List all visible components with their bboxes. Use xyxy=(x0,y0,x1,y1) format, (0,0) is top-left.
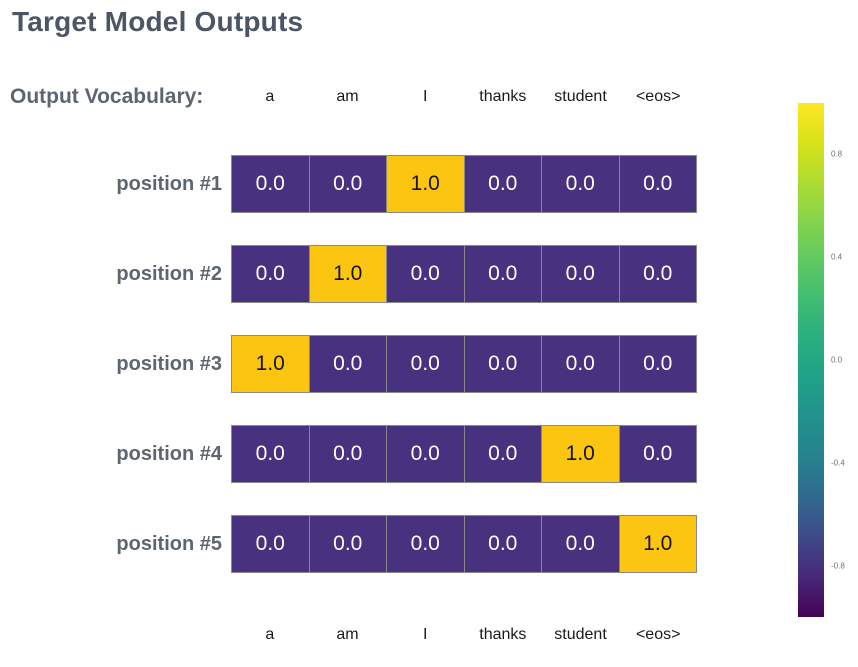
colorbar-tick-label: -0.4 xyxy=(831,458,845,468)
vocab-header-label: Output Vocabulary: xyxy=(10,85,204,108)
colorbar-tick-label: -0.8 xyxy=(831,561,845,571)
heatmap-cell: 1.0 xyxy=(387,156,465,212)
heatmap-cell: 1.0 xyxy=(542,426,620,482)
heatmap-row-2: position #2 0.0 1.0 0.0 0.0 0.0 0.0 xyxy=(0,245,697,303)
vocab-label-i: I xyxy=(422,88,428,105)
heatmap-cell: 0.0 xyxy=(309,516,387,572)
heatmap-cell: 0.0 xyxy=(464,426,542,482)
vocab-label-am: am xyxy=(336,88,359,105)
row-label-position-1: position #1 xyxy=(116,173,222,195)
heatmap-cell: 0.0 xyxy=(232,246,310,302)
heatmap-cell: 0.0 xyxy=(464,336,542,392)
heatmap-cell: 0.0 xyxy=(542,336,620,392)
heatmap-cell: 0.0 xyxy=(387,426,465,482)
heatmap-cell: 0.0 xyxy=(232,516,310,572)
heatmap-row-cells: 1.0 0.0 0.0 0.0 0.0 0.0 xyxy=(231,335,697,393)
heatmap-row-4: position #4 0.0 0.0 0.0 0.0 1.0 0.0 xyxy=(0,425,697,483)
heatmap-cell: 0.0 xyxy=(619,426,696,482)
vocab-header-row: a am I thanks student <eos> xyxy=(231,84,697,110)
heatmap-cell: 0.0 xyxy=(387,516,465,572)
heatmap-row-5: position #5 0.0 0.0 0.0 0.0 0.0 1.0 xyxy=(0,515,697,573)
heatmap-cell: 0.0 xyxy=(464,156,542,212)
page-title: Target Model Outputs xyxy=(12,6,304,37)
heatmap-row-3: position #3 1.0 0.0 0.0 0.0 0.0 0.0 xyxy=(0,335,697,393)
vocab-label-thanks: thanks xyxy=(479,626,527,643)
heatmap-cell: 0.0 xyxy=(619,336,696,392)
vocab-label-a: a xyxy=(265,88,275,105)
heatmap-cell: 0.0 xyxy=(542,516,620,572)
vocab-footer-row: a am I thanks student <eos> xyxy=(231,622,697,648)
heatmap-row-cells: 0.0 0.0 0.0 0.0 0.0 1.0 xyxy=(231,515,697,573)
heatmap-cell: 1.0 xyxy=(619,516,696,572)
heatmap-cell: 0.0 xyxy=(464,516,542,572)
vocab-label-student: student xyxy=(554,88,607,105)
row-label-position-2: position #2 xyxy=(116,263,222,285)
heatmap-cell: 0.0 xyxy=(309,156,387,212)
vocab-label-i: I xyxy=(422,626,428,643)
row-label-position-3: position #3 xyxy=(116,353,222,375)
heatmap-row-cells: 0.0 0.0 0.0 0.0 1.0 0.0 xyxy=(231,425,697,483)
row-label-position-4: position #4 xyxy=(116,443,222,465)
heatmap-row-1: position #1 0.0 0.0 1.0 0.0 0.0 0.0 xyxy=(0,155,697,213)
heatmap-row-cells: 0.0 1.0 0.0 0.0 0.0 0.0 xyxy=(231,245,697,303)
heatmap-cell: 0.0 xyxy=(542,156,620,212)
vocab-label-am: am xyxy=(336,626,359,643)
colorbar-gradient xyxy=(798,103,824,617)
heatmap-row-cells: 0.0 0.0 1.0 0.0 0.0 0.0 xyxy=(231,155,697,213)
heatmap-cell: 1.0 xyxy=(309,246,387,302)
row-label-position-5: position #5 xyxy=(116,533,222,555)
heatmap-cell: 0.0 xyxy=(387,336,465,392)
heatmap-cell: 0.0 xyxy=(464,246,542,302)
heatmap-cell: 0.0 xyxy=(542,246,620,302)
heatmap-cell: 0.0 xyxy=(232,156,310,212)
heatmap-cell: 0.0 xyxy=(619,246,696,302)
colorbar-tick-label: 0.8 xyxy=(831,149,843,159)
vocab-label-eos: <eos> xyxy=(635,88,681,105)
vocab-label-a: a xyxy=(265,626,275,643)
vocab-label-eos: <eos> xyxy=(635,626,681,643)
vocab-label-student: student xyxy=(554,626,607,643)
heatmap-cell: 0.0 xyxy=(309,426,387,482)
heatmap-cell: 0.0 xyxy=(309,336,387,392)
heatmap-cell: 0.0 xyxy=(232,426,310,482)
vocab-label-thanks: thanks xyxy=(479,88,527,105)
heatmap-cell: 0.0 xyxy=(387,246,465,302)
colorbar-tick-label: 0.4 xyxy=(831,252,843,262)
colorbar-tick-label: 0.0 xyxy=(831,355,843,365)
heatmap-cell: 1.0 xyxy=(232,336,310,392)
heatmap-cell: 0.0 xyxy=(619,156,696,212)
